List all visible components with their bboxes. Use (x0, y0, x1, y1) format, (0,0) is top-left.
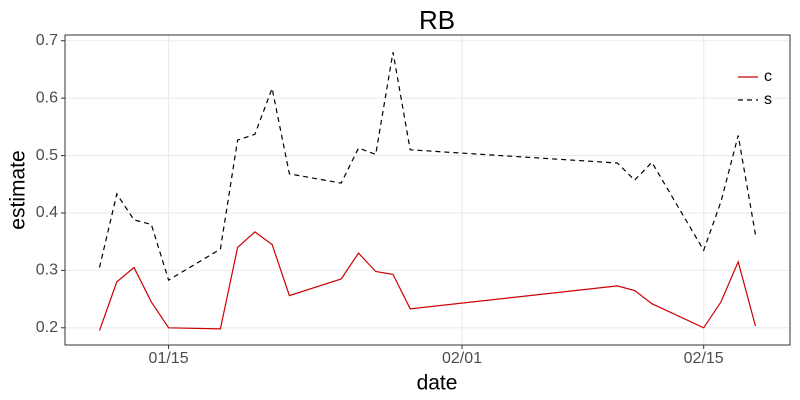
y-tick-label: 0.7 (36, 32, 58, 49)
x-tick-label: 01/15 (149, 350, 189, 367)
y-tick-label: 0.5 (36, 147, 58, 164)
legend-label: c (764, 68, 772, 85)
series-line (98, 52, 757, 282)
x-tick-label: 02/01 (442, 350, 482, 367)
plot-border (64, 34, 791, 346)
legend-label: s (764, 91, 772, 108)
x-axis-label: date (417, 372, 458, 395)
y-tick-label: 0.4 (36, 204, 58, 221)
series-line (98, 231, 757, 331)
y-tick-label: 0.6 (36, 89, 58, 106)
plot-background (65, 35, 790, 345)
y-tick-label: 0.3 (36, 262, 58, 279)
x-tick-label: 02/15 (684, 350, 724, 367)
y-axis-label: estimate (7, 150, 30, 229)
chart-title: RB (419, 5, 455, 35)
y-tick-label: 0.2 (36, 319, 58, 336)
